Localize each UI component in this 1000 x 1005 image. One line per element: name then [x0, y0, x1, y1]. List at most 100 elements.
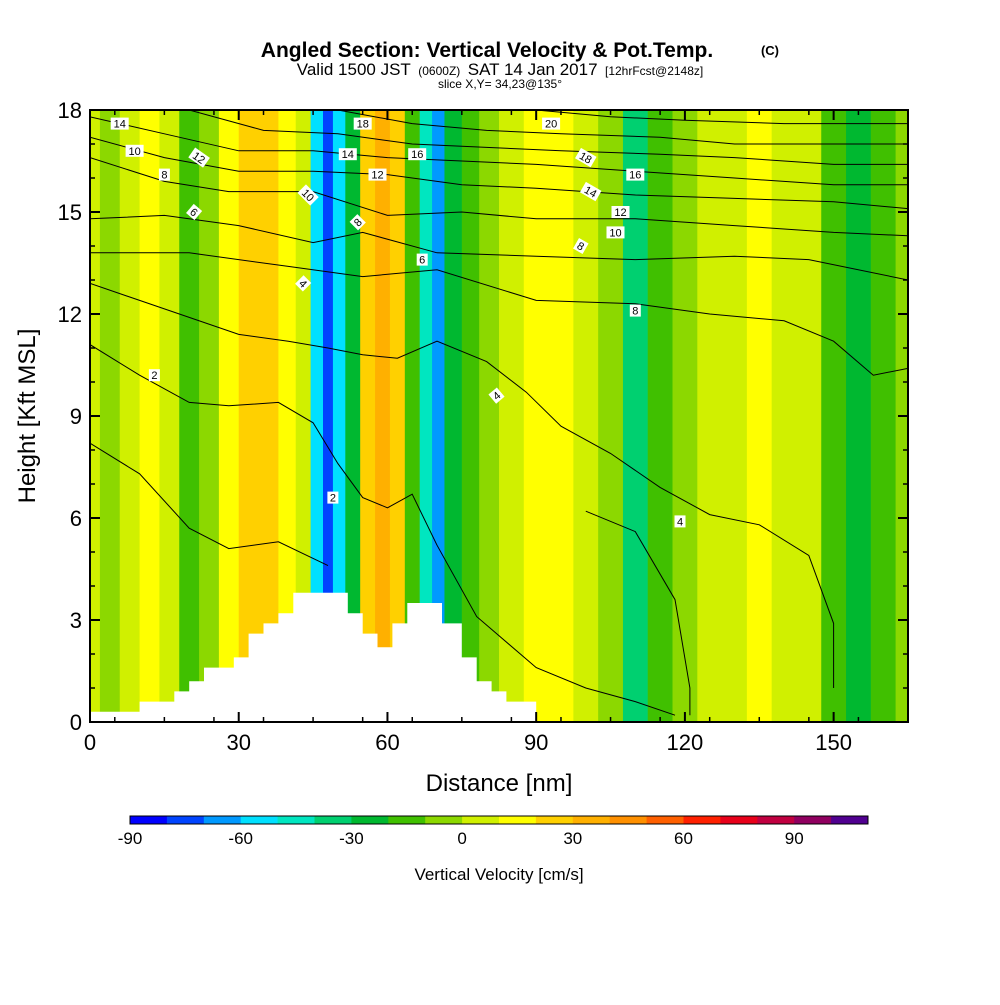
colorbar-swatch: [314, 816, 352, 824]
contour-label-text: 20: [545, 119, 557, 131]
contour-label-bg: [542, 117, 561, 130]
velocity-column: [323, 110, 334, 722]
colorbar-swatch: [831, 816, 869, 824]
velocity-column: [159, 110, 180, 722]
chart-title-suffix: (C): [761, 43, 779, 58]
theta-contour-8: [90, 214, 908, 281]
terrain-shape: [90, 592, 537, 722]
x-tick-label: 120: [667, 730, 704, 755]
contour-label-text: 4: [677, 516, 683, 528]
theta-contour-6: [90, 252, 908, 376]
contour-label-text: 14: [114, 119, 126, 131]
velocity-field: [90, 110, 908, 722]
colorbar-tick-label: -90: [118, 829, 143, 848]
valid-fcst: [12hrFcst@2148z]: [605, 64, 703, 78]
contour-label: 16: [626, 168, 645, 182]
valid-prefix: Valid 1500 JST: [297, 60, 411, 79]
velocity-column: [139, 110, 161, 722]
x-tick-label: 30: [226, 730, 250, 755]
contour-label: 4: [295, 275, 312, 292]
colorbar-swatch: [572, 816, 611, 824]
contour-label-text: 18: [357, 119, 369, 131]
velocity-column: [310, 110, 324, 722]
velocity-column: [199, 110, 220, 722]
contour-label-bg: [629, 304, 641, 317]
contour-label-text: 12: [190, 150, 207, 167]
contour-label-text: 14: [582, 184, 599, 201]
contour-label: 12: [611, 206, 630, 219]
colorbar-tick-label: -30: [339, 829, 364, 848]
contour-label-bg: [158, 168, 170, 181]
velocity-column: [218, 110, 240, 722]
contour-label: 12: [368, 168, 387, 182]
colorbar-swatch: [794, 816, 832, 824]
velocity-column: [647, 110, 674, 722]
y-tick-label: 3: [70, 608, 82, 633]
velocity-column: [697, 110, 723, 722]
contour-label: 14: [110, 117, 129, 131]
colorbar-label: Vertical Velocity [cm/s]: [414, 865, 583, 884]
contour-label: 18: [353, 117, 372, 131]
contour-label-bg: [416, 253, 428, 266]
contour-label-bg: [327, 491, 339, 504]
velocity-column: [523, 110, 550, 722]
colorbar-swatch: [609, 816, 648, 824]
contour-label: 16: [408, 148, 427, 161]
contour-label: 2: [327, 491, 339, 505]
y-tick-label: 15: [58, 200, 82, 225]
velocity-column: [796, 110, 822, 722]
contour-label-bg: [295, 275, 312, 292]
velocity-column: [598, 110, 624, 722]
contour-label: 2: [148, 369, 160, 382]
contour-label-bg: [575, 147, 597, 168]
contour-label-text: 10: [609, 227, 621, 239]
contour-label-bg: [186, 203, 203, 221]
colorbar-swatch: [130, 816, 168, 824]
y-tick-label: 12: [58, 302, 82, 327]
y-axis: 0 3 6 9 12 15 18: [58, 98, 908, 735]
y-tick-label: 6: [70, 506, 82, 531]
colorbar-tick-label: 90: [785, 829, 804, 848]
contour-label-bg: [579, 181, 602, 202]
contour-label-bg: [110, 117, 129, 130]
contour-label: 8: [349, 214, 366, 231]
velocity-column: [821, 110, 847, 722]
contour-label-bg: [188, 147, 210, 168]
colorbar-swatch: [388, 816, 426, 824]
y-tick-label: 9: [70, 404, 82, 429]
theta-contour-2: [90, 344, 676, 716]
velocity-column: [345, 110, 361, 722]
contour-label: 10: [606, 226, 625, 239]
theta-contour-4: [585, 510, 691, 716]
valid-time: Valid 1500 JST (0600Z) SAT 14 Jan 2017 […: [297, 60, 703, 79]
contour-label-text: 16: [629, 170, 641, 182]
contour-label-bg: [338, 148, 357, 161]
velocity-column: [238, 110, 260, 722]
x-tick-label: 0: [84, 730, 96, 755]
velocity-column: [746, 110, 773, 722]
theta-contour-14: [90, 116, 908, 186]
chart-title: Angled Section: Vertical Velocity & Pot.…: [261, 39, 713, 62]
theta-contour-2: [90, 442, 329, 567]
colorbar-swatch: [277, 816, 315, 824]
contour-label-bg: [353, 117, 372, 130]
velocity-column: [771, 110, 798, 722]
velocity-column: [672, 110, 698, 722]
colorbar-swatch: [351, 816, 389, 824]
contour-label-text: 18: [577, 150, 594, 167]
contour-label: 6: [186, 203, 203, 221]
contour-label-bg: [148, 369, 160, 382]
colorbar-swatch: [757, 816, 795, 824]
contour-label-text: 12: [614, 207, 626, 219]
y-tick-label: 18: [58, 98, 82, 123]
contour-label-bg: [125, 144, 144, 157]
contour-label-text: 14: [342, 149, 354, 161]
velocity-column: [179, 110, 200, 722]
colorbar-swatch: [720, 816, 758, 824]
x-axis-label: Distance [nm]: [426, 770, 573, 797]
velocity-column: [622, 110, 649, 722]
contour-label: 14: [338, 148, 357, 161]
velocity-column: [432, 110, 446, 722]
velocity-column: [404, 110, 421, 722]
contour-label-text: 2: [330, 493, 336, 505]
